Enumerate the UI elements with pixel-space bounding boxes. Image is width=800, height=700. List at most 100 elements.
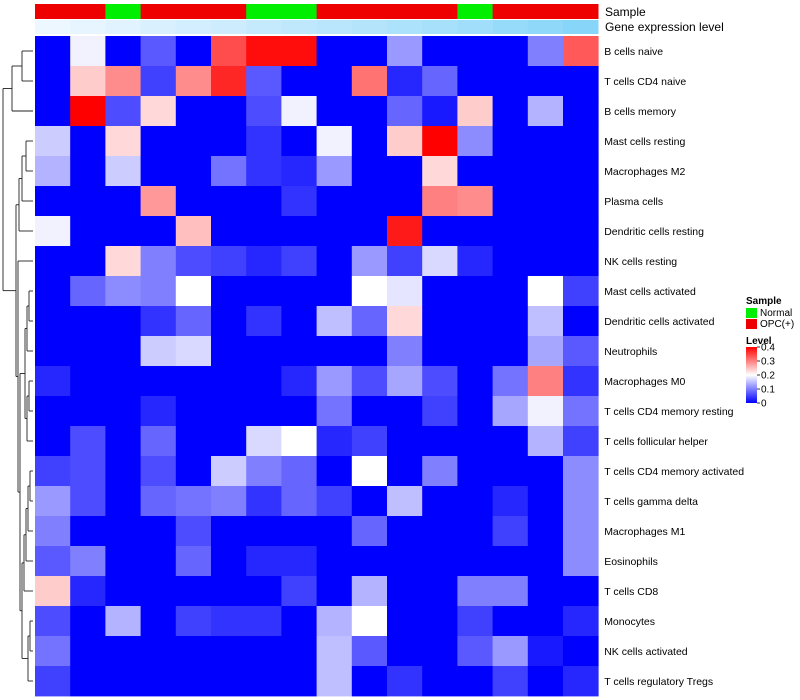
heatmap-cell (351, 456, 388, 487)
heatmap-cell (70, 606, 106, 637)
heatmap-cell (211, 36, 247, 67)
heatmap-cell (387, 516, 423, 547)
heatmap-cell (422, 96, 458, 127)
heatmap-cell (35, 276, 71, 307)
heatmap-cell (211, 546, 247, 577)
heatmap-cell (140, 156, 177, 187)
heatmap-cell (246, 456, 282, 487)
heatmap-cell (105, 66, 141, 97)
heatmap-cell (175, 96, 212, 127)
heatmap-cell (563, 666, 599, 697)
heatmap-cell (387, 666, 423, 697)
heatmap-cell (527, 486, 564, 517)
expression-track-cell (70, 20, 106, 34)
heatmap-cell (422, 276, 458, 307)
heatmap-cell (492, 246, 529, 277)
heatmap-cell (387, 336, 423, 367)
heatmap-cell (211, 366, 247, 397)
heatmap-cell (351, 336, 388, 367)
heatmap-cell (387, 246, 423, 277)
heatmap-cells (35, 36, 599, 697)
heatmap-cell (281, 96, 317, 127)
heatmap-cell (563, 276, 599, 307)
heatmap-cell (316, 126, 353, 157)
track-label-expression: Gene expression level (605, 20, 724, 34)
heatmap-cell (105, 96, 141, 127)
heatmap-cell (422, 126, 458, 157)
heatmap-cell (35, 606, 71, 637)
row-label: NK cells activated (604, 646, 688, 658)
heatmap-cell (422, 546, 458, 577)
sample-track-cell (140, 4, 177, 19)
heatmap-cell (140, 276, 177, 307)
heatmap-cell (35, 486, 71, 517)
sample-track-cell (105, 4, 141, 19)
heatmap-cell (211, 156, 247, 187)
heatmap-cell (351, 66, 388, 97)
expression-track-cell (527, 20, 564, 34)
heatmap-cell (316, 336, 353, 367)
heatmap-cell (70, 126, 106, 157)
heatmap-cell (492, 546, 529, 577)
heatmap-cell (492, 96, 529, 127)
heatmap-cell (457, 246, 493, 277)
heatmap-cell (457, 636, 493, 667)
heatmap-cell (105, 666, 141, 697)
heatmap-cell (422, 66, 458, 97)
heatmap-cell (492, 366, 529, 397)
heatmap-cell (175, 576, 212, 607)
heatmap-cell (387, 366, 423, 397)
heatmap-cell (70, 546, 106, 577)
heatmap-cell (387, 216, 423, 247)
heatmap-cell (70, 66, 106, 97)
heatmap-cell (105, 426, 141, 457)
row-label: B cells memory (604, 106, 677, 118)
heatmap-cell (35, 396, 71, 427)
heatmap-cell (351, 36, 388, 67)
heatmap-cell (140, 396, 177, 427)
heatmap-cell (527, 666, 564, 697)
heatmap-cell (387, 396, 423, 427)
heatmap-cell (457, 186, 493, 217)
heatmap-cell (563, 336, 599, 367)
heatmap-cell (35, 96, 71, 127)
heatmap-cell (105, 456, 141, 487)
heatmap-cell (105, 216, 141, 247)
legend-level: Level 0 0.1 0.2 0.3 0.4 (746, 336, 775, 410)
heatmap-cell (281, 666, 317, 697)
heatmap-cell (70, 276, 106, 307)
heatmap-cell (105, 306, 141, 337)
heatmap-cell (422, 246, 458, 277)
heatmap-cell (140, 246, 177, 277)
heatmap-cell (140, 36, 177, 67)
heatmap-cell (175, 276, 212, 307)
heatmap-cell (351, 396, 388, 427)
heatmap-cell (246, 576, 282, 607)
heatmap-cell (70, 426, 106, 457)
heatmap-cell (316, 216, 353, 247)
heatmap-cell (492, 126, 529, 157)
heatmap-cell (351, 96, 388, 127)
heatmap-cell (175, 666, 212, 697)
heatmap-cell (351, 426, 388, 457)
legend-level-title: Level (746, 336, 772, 347)
heatmap-cell (422, 636, 458, 667)
heatmap-cell (140, 546, 177, 577)
heatmap-cell (422, 576, 458, 607)
heatmap-cell (387, 96, 423, 127)
heatmap-cell (211, 306, 247, 337)
heatmap-cell (422, 426, 458, 457)
heatmap-cell (246, 36, 282, 67)
heatmap-cell (492, 606, 529, 637)
heatmap-cell (35, 666, 71, 697)
heatmap-cell (563, 366, 599, 397)
heatmap-cell (281, 306, 317, 337)
heatmap-cell (316, 426, 353, 457)
heatmap-cell (563, 456, 599, 487)
heatmap-cell (492, 66, 529, 97)
heatmap-cell (140, 336, 177, 367)
heatmap-cell (175, 186, 212, 217)
heatmap-cell (527, 66, 564, 97)
heatmap-cell (35, 186, 71, 217)
heatmap-cell (281, 516, 317, 547)
